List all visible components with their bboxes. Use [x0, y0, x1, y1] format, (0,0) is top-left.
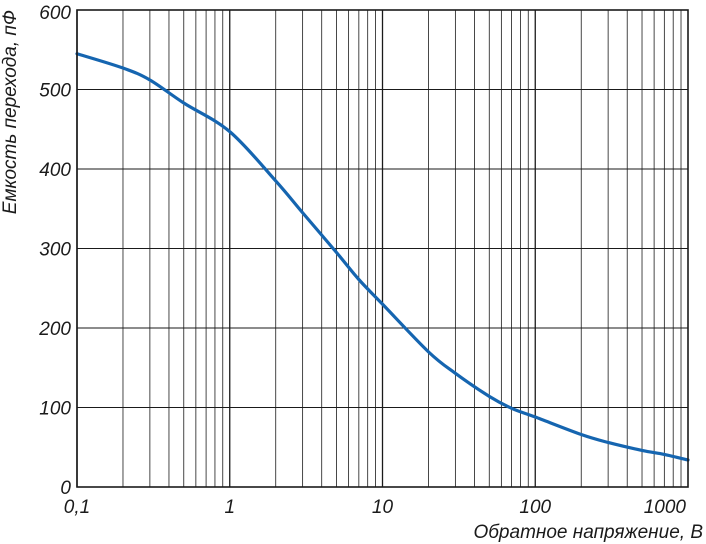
x-tick-label: 10	[372, 497, 394, 518]
grid	[76, 9, 688, 488]
y-tick-label: 500	[39, 81, 71, 102]
x-tick-labels: 0,1 1 10 100 1000	[64, 497, 687, 518]
y-tick-label: 600	[39, 3, 71, 24]
x-tick-label: 1	[224, 497, 235, 518]
y-tick-label: 300	[39, 240, 71, 261]
x-axis-title: Обратное напряжение, В	[473, 522, 703, 543]
plot-frame	[76, 9, 689, 488]
capacitance-curve	[75, 52, 690, 462]
y-tick-label: 100	[39, 399, 71, 420]
x-tick-label: 100	[519, 497, 551, 518]
y-tick-labels: 0 100 200 300 400 500 600	[38, 3, 71, 499]
y-tick-label: 0	[60, 478, 71, 499]
x-tick-label: 0,1	[64, 497, 90, 518]
y-axis-title: Емкость перехода, пФ	[0, 10, 21, 214]
y-tick-label: 200	[38, 319, 71, 340]
x-tick-label: 1000	[644, 497, 687, 518]
y-tick-label: 400	[39, 160, 71, 181]
